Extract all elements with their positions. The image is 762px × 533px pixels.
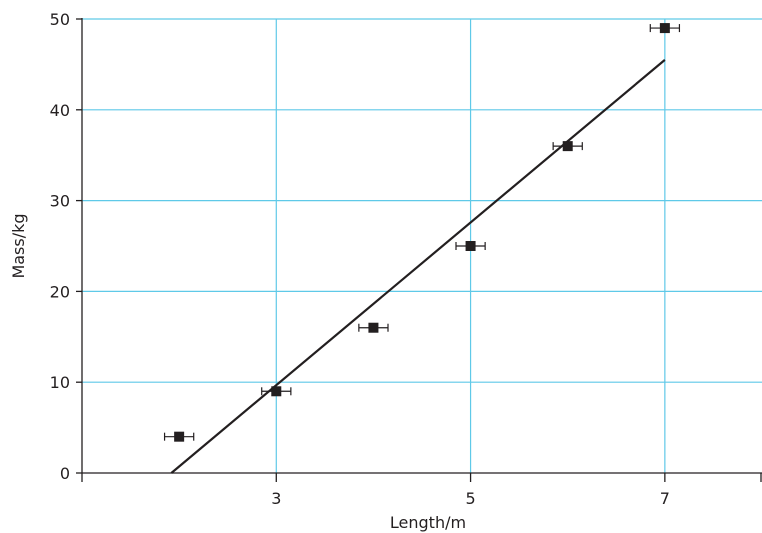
y-tick-label: 30 — [50, 192, 70, 211]
x-tick-label: 3 — [271, 489, 281, 508]
fit-line — [170, 59, 666, 474]
y-tick-label: 20 — [50, 282, 70, 301]
y-tick-label: 40 — [50, 101, 70, 120]
data-point — [659, 23, 670, 34]
y-tick-label: 50 — [50, 10, 70, 29]
axes — [81, 18, 762, 474]
gridlines — [82, 18, 762, 473]
data-point — [562, 141, 573, 152]
y-tick-label: 10 — [50, 373, 70, 392]
data-point — [368, 322, 379, 333]
x-tick-label: 7 — [660, 489, 670, 508]
fit-line-group — [170, 59, 666, 474]
data-point — [271, 386, 282, 397]
data-points — [163, 23, 681, 442]
data-point — [174, 431, 185, 442]
x-axis-title: Length/m — [390, 513, 466, 532]
x-axis-ticks: 3 5 7 — [81, 473, 762, 508]
y-tick-label: 0 — [60, 464, 70, 483]
y-axis-ticks: 0 10 20 30 40 50 — [50, 10, 82, 483]
data-point — [465, 241, 476, 251]
x-tick-label: 5 — [465, 489, 475, 508]
y-axis-title: Mass/kg — [9, 213, 28, 278]
